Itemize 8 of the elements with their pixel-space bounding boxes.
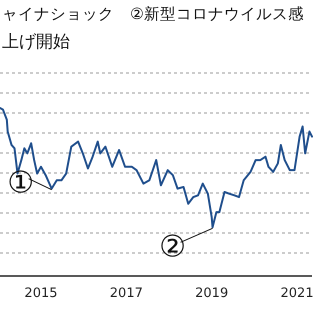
- annotation: ①: [7, 166, 34, 201]
- x-tick-label: 2021: [280, 286, 314, 301]
- x-tick-label: 2017: [110, 286, 143, 301]
- x-tick-label: 2015: [24, 286, 58, 301]
- annotation: ②: [159, 229, 186, 264]
- chart-subtitle: 上げ開始: [2, 32, 70, 52]
- x-tick-label: 2019: [195, 286, 228, 301]
- chart-title: ャイナショック ②新型コロナウイルス感: [2, 5, 304, 23]
